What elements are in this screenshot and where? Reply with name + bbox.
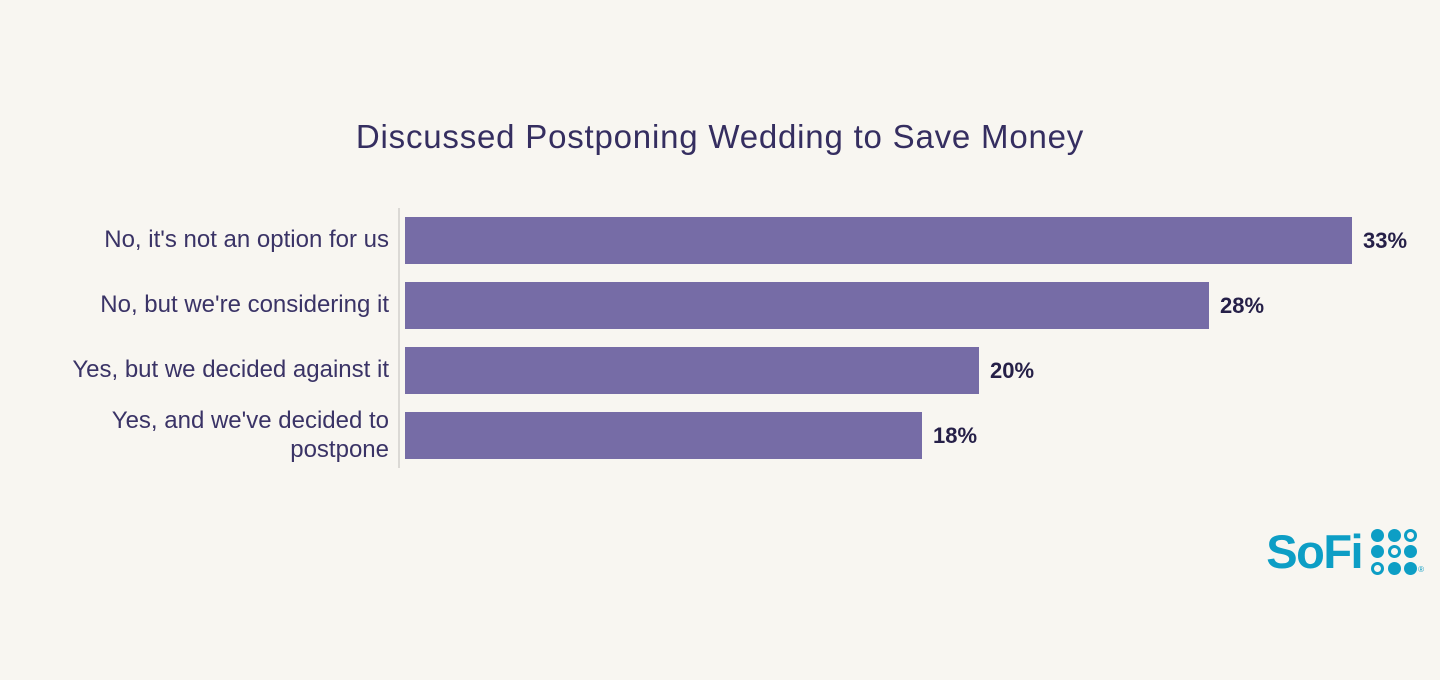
sofi-dots-icon <box>1371 528 1418 575</box>
category-label: Yes, and we've decided to postpone <box>111 407 389 463</box>
sofi-logo-text: SoFi <box>1266 525 1363 578</box>
chart-title: Discussed Postponing Wedding to Save Mon… <box>355 118 1085 155</box>
category-label: Yes, but we decided against it <box>72 356 389 384</box>
filled-dot-icon <box>1404 545 1418 558</box>
bar <box>405 347 979 394</box>
filled-dot-icon <box>1387 528 1401 542</box>
value-label: 33% <box>1363 227 1408 253</box>
bar <box>405 412 922 459</box>
filled-dot-icon <box>1371 545 1385 558</box>
category-label: No, but we're considering it <box>100 291 389 319</box>
trademark-symbol: ® <box>1418 565 1424 574</box>
outline-dot-icon <box>1404 528 1418 542</box>
outline-dot-icon <box>1387 545 1401 558</box>
chart-row: No, it's not an option for us 33% <box>0 217 1440 264</box>
y-axis-line <box>398 208 400 468</box>
category-label: No, it's not an option for us <box>104 226 389 254</box>
filled-dot-icon <box>1371 528 1385 542</box>
value-label: 18% <box>933 422 978 448</box>
bar <box>405 282 1209 329</box>
value-label: 20% <box>990 357 1035 383</box>
bar <box>405 217 1352 264</box>
value-label: 28% <box>1220 292 1265 318</box>
outline-dot-icon <box>1371 561 1385 575</box>
sofi-logo: SoFi ® <box>1266 528 1424 575</box>
filled-dot-icon <box>1404 561 1418 575</box>
filled-dot-icon <box>1387 561 1401 575</box>
chart-row: Yes, but we decided against it 20% <box>0 347 1440 394</box>
bar-rows: No, it's not an option for us 33% No, but … <box>0 217 1440 477</box>
chart-row: No, but we're considering it 28% <box>0 282 1440 329</box>
chart-row: Yes, and we've decided to postpone 18% <box>0 407 1440 462</box>
